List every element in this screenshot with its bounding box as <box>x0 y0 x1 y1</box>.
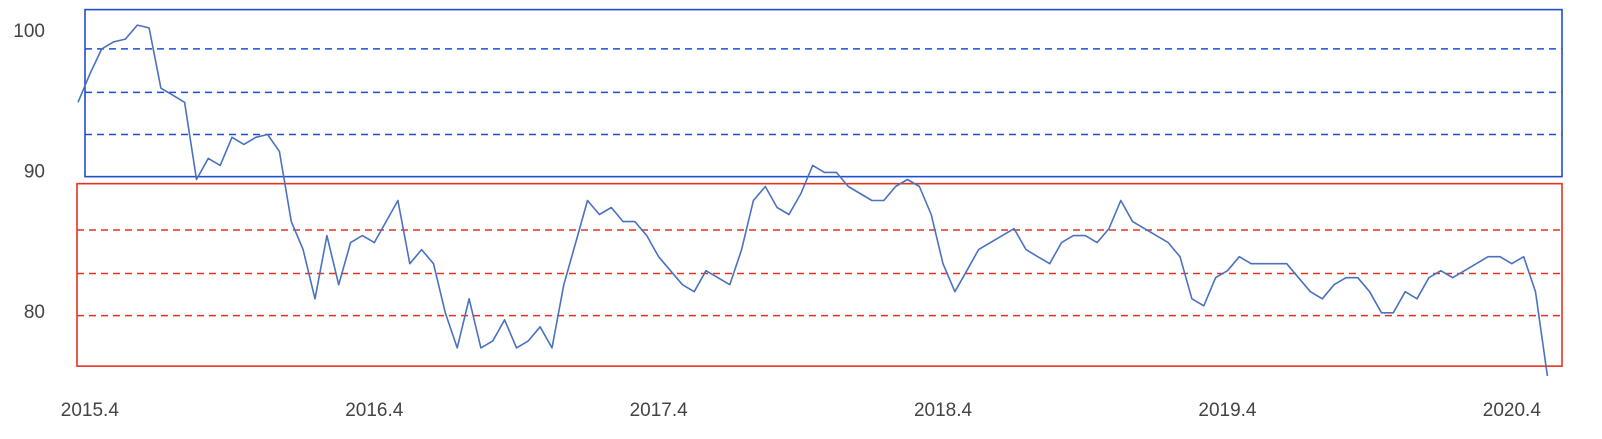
y-tick-label: 100 <box>13 21 45 42</box>
annotation-box <box>76 182 1563 367</box>
x-tick-label: 2015.4 <box>61 400 120 421</box>
y-tick-label: 80 <box>24 302 45 323</box>
price-line <box>77 24 1549 377</box>
x-tick-label: 2018.4 <box>914 400 973 421</box>
x-tick-label: 2020.4 <box>1483 400 1542 421</box>
x-tick-label: 2017.4 <box>630 400 689 421</box>
x-tick-label: 2016.4 <box>345 400 404 421</box>
x-tick-label: 2019.4 <box>1198 400 1257 421</box>
y-tick-label: 90 <box>24 161 45 182</box>
